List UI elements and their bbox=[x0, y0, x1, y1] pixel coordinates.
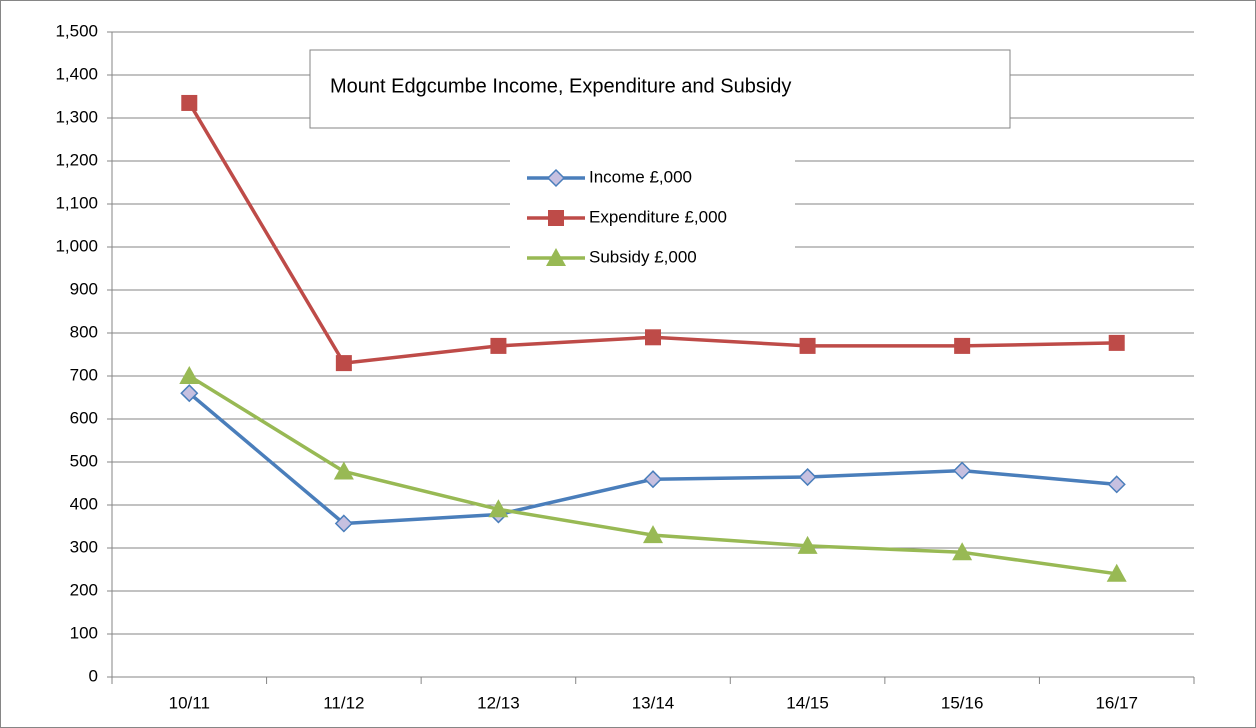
marker bbox=[546, 248, 566, 266]
marker bbox=[798, 467, 817, 487]
marker bbox=[643, 525, 663, 544]
x-tick-label: 11/12 bbox=[323, 693, 364, 712]
marker bbox=[334, 514, 353, 533]
y-tick-label: 1,300 bbox=[55, 107, 98, 126]
chart-title: Mount Edgcumbe Income, Expenditure and S… bbox=[330, 75, 791, 97]
y-tick-label: 1,500 bbox=[55, 21, 98, 40]
marker bbox=[645, 329, 661, 346]
y-tick-label: 100 bbox=[70, 623, 98, 642]
marker bbox=[548, 210, 564, 226]
marker bbox=[333, 461, 354, 480]
marker bbox=[546, 168, 566, 188]
marker bbox=[799, 337, 816, 354]
y-tick-label: 900 bbox=[70, 279, 98, 298]
x-tick-label: 15/16 bbox=[941, 693, 984, 712]
y-tick-label: 1,200 bbox=[55, 150, 98, 169]
legend-label: Expenditure £,000 bbox=[589, 207, 727, 226]
y-tick-label: 1,000 bbox=[55, 236, 98, 255]
marker bbox=[179, 366, 200, 384]
y-tick-label: 0 bbox=[89, 666, 98, 685]
y-tick-label: 1,400 bbox=[55, 64, 98, 83]
marker bbox=[181, 94, 198, 111]
y-tick-label: 600 bbox=[70, 408, 98, 427]
y-tick-label: 300 bbox=[70, 537, 98, 556]
y-tick-label: 1,100 bbox=[55, 193, 98, 212]
x-tick-label: 13/14 bbox=[632, 693, 675, 712]
marker bbox=[490, 337, 507, 354]
marker bbox=[643, 470, 663, 489]
y-tick-label: 800 bbox=[70, 322, 98, 341]
legend-entries: Income £,000 Expenditure £,000 Subsidy £,0… bbox=[527, 167, 727, 266]
legend-label: Income £,000 bbox=[589, 167, 692, 186]
marker bbox=[953, 461, 972, 480]
marker bbox=[488, 499, 509, 518]
y-tick-label: 500 bbox=[70, 451, 98, 470]
marker bbox=[1107, 475, 1126, 494]
plot-area: 0 100 200 300 400 500 600 700 800 900 1,000 1,100 1,… bbox=[55, 21, 1195, 712]
marker bbox=[1106, 563, 1127, 582]
marker bbox=[180, 384, 199, 403]
marker bbox=[335, 355, 352, 372]
marker bbox=[954, 337, 971, 354]
x-tick-label: 16/17 bbox=[1095, 693, 1138, 712]
marker bbox=[952, 542, 973, 561]
x-tick-label: 12/13 bbox=[477, 693, 520, 712]
y-tick-label: 200 bbox=[70, 580, 98, 599]
y-tick-label: 700 bbox=[70, 365, 98, 384]
legend-label: Subsidy £,000 bbox=[589, 247, 697, 266]
x-tick-label: 10/11 bbox=[169, 693, 210, 712]
y-tick-label: 400 bbox=[70, 494, 98, 513]
x-tick-label: 14/15 bbox=[786, 693, 829, 712]
marker bbox=[1108, 334, 1125, 351]
marker bbox=[797, 535, 818, 554]
title-box bbox=[309, 49, 1011, 129]
